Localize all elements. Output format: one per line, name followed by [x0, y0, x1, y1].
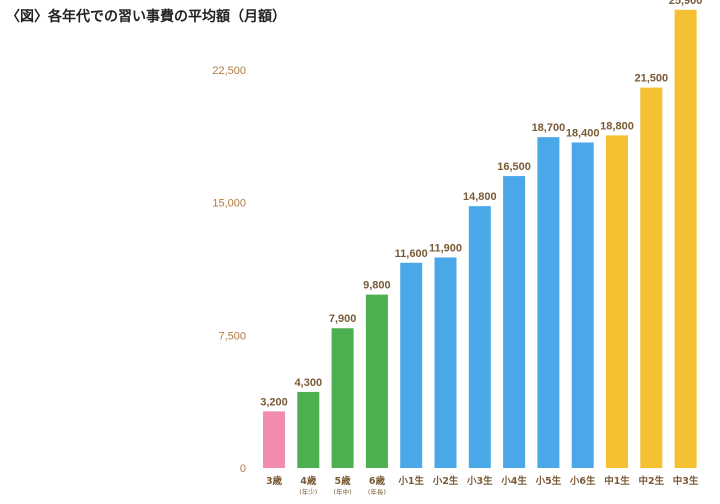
x-tick-label: 4歳	[300, 475, 317, 487]
bar	[263, 411, 285, 468]
data-label: 16,500	[497, 161, 531, 173]
x-tick-label: 小2生	[432, 475, 459, 487]
value-labels: 3,200 4,300 7,900 9,800 11,600 11,900 14,800 16…	[260, 0, 702, 408]
data-label: 18,400	[566, 127, 600, 139]
x-tick-label: 小3生	[466, 475, 493, 487]
bar	[365, 294, 388, 468]
data-label: 3,200	[260, 396, 288, 408]
x-tick-label: 小1生	[397, 475, 424, 487]
x-tick-label: 中2生	[638, 475, 664, 487]
data-label: 4,300	[295, 377, 323, 389]
bar	[503, 176, 526, 469]
data-label: 9,800	[363, 280, 391, 292]
bar	[297, 391, 320, 468]
x-tick-sublabel: (年中)	[334, 487, 352, 496]
data-label: 21,500	[634, 73, 668, 85]
x-tick-label: 5歳	[335, 475, 352, 487]
y-tick-label: 0	[240, 463, 246, 475]
x-tick-label: 3歳	[266, 475, 283, 487]
x-tick-label: 中1生	[604, 475, 630, 487]
bar	[331, 328, 354, 468]
x-tick-label: 小4生	[500, 475, 527, 487]
bars	[263, 9, 697, 469]
bar	[434, 257, 457, 468]
x-tick-label: 中3生	[673, 475, 699, 487]
data-label: 18,800	[600, 120, 634, 132]
data-label: 14,800	[463, 191, 497, 203]
x-tick-label: 6歳	[369, 475, 386, 487]
y-tick-label: 7,500	[218, 330, 246, 342]
bar	[674, 9, 697, 469]
bar	[606, 135, 628, 468]
x-axis: 3歳 4歳(年少) 5歳(年中) 6歳(年長) 小1生 小2生 小3生 小4生 小5生 小6生 中1…	[266, 475, 699, 496]
x-tick-label: 小6生	[569, 475, 596, 487]
x-tick-sublabel: (年長)	[368, 487, 386, 496]
data-label: 25,900	[669, 0, 703, 7]
bar	[537, 137, 560, 468]
data-label: 11,600	[395, 248, 428, 260]
bar	[571, 142, 594, 468]
y-tick-label: 15,000	[212, 198, 246, 210]
x-tick-label: 小5生	[535, 475, 562, 487]
bar	[400, 262, 423, 468]
chart-title: 〈図〉各年代での習い事費の平均額（月額）	[6, 9, 286, 25]
data-label: 11,900	[429, 242, 462, 254]
bar	[468, 206, 491, 468]
y-axis: 0 7,500 15,000 22,500	[212, 65, 246, 475]
data-label: 18,700	[532, 122, 566, 134]
x-tick-sublabel: (年少)	[299, 487, 317, 496]
bar	[640, 87, 663, 468]
y-tick-label: 22,500	[212, 65, 246, 77]
data-label: 7,900	[329, 313, 357, 325]
